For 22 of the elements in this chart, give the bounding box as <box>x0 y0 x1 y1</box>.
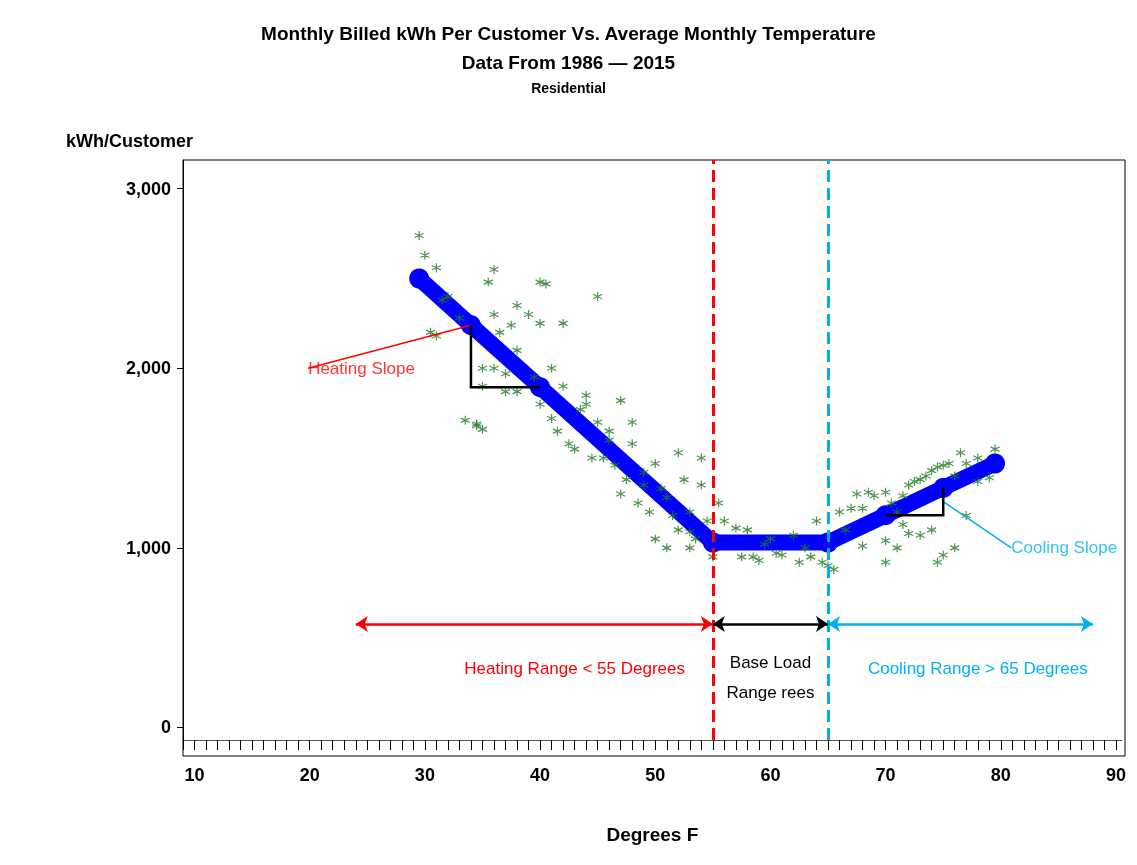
x-tick-label: 70 <box>875 765 896 785</box>
annotation: Heating Slope <box>308 358 415 378</box>
y-axis-title: kWh/Customer <box>65 131 193 151</box>
chart-title: Monthly Billed kWh Per Customer Vs. Average Monthly Temperature Data From 1986 — 2015 <box>261 23 876 73</box>
x-tick-label: 20 <box>299 765 320 785</box>
y-tick-label: 1,000 <box>125 537 171 558</box>
chart-subtitle: Residential <box>531 80 606 96</box>
x-tick-label: 60 <box>760 765 781 785</box>
annotation: Heating Range < 55 Degrees <box>464 658 685 678</box>
x-tick-label: 50 <box>645 765 666 785</box>
annotation: Cooling Range > 65 Degrees <box>867 658 1088 678</box>
annotation: Base Load Range rees <box>726 652 815 702</box>
y-tick-label: 0 <box>160 717 171 738</box>
y-tick-label: 3,000 <box>125 178 171 199</box>
x-axis-title: Degrees F <box>606 824 699 845</box>
x-tick-label: 80 <box>990 765 1011 785</box>
x-tick-label: 90 <box>1105 765 1126 785</box>
annotation: Cooling Slope <box>1011 538 1118 558</box>
y-tick-label: 2,000 <box>125 358 171 379</box>
x-tick-label: 10 <box>184 765 205 785</box>
x-tick-label: 30 <box>414 765 435 785</box>
x-tick-label: 40 <box>530 765 551 785</box>
